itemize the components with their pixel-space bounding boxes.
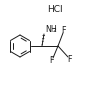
Text: F: F: [68, 55, 72, 64]
Text: F: F: [62, 26, 66, 35]
Text: F: F: [49, 56, 53, 65]
Text: 2: 2: [52, 29, 56, 34]
Text: HCl: HCl: [47, 5, 63, 15]
Text: NH: NH: [45, 25, 57, 34]
